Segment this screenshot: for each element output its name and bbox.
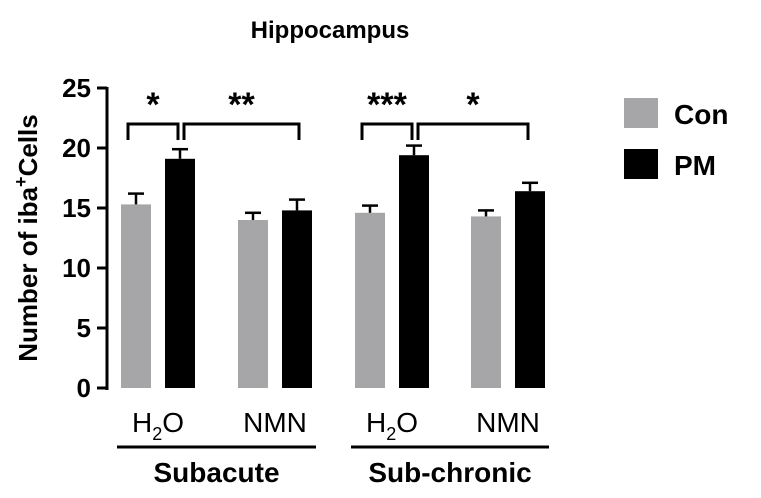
bars	[121, 155, 545, 388]
bar-con	[238, 220, 268, 388]
category-subscript: 2	[386, 424, 396, 444]
legend-swatch-pm	[624, 149, 658, 179]
legend-swatch-con	[624, 98, 658, 128]
category-text: H	[132, 407, 152, 438]
x-category-label: NMN	[243, 407, 307, 438]
y-tick-label: 0	[77, 373, 91, 403]
bar-con	[355, 212, 385, 388]
sig-subacute-h2o-nmn-bracket	[182, 122, 301, 140]
sig-subacute-con-pm-label: *	[146, 86, 160, 124]
category-text: H	[366, 407, 386, 438]
sig-subacute-h2o-nmn-label: **	[228, 86, 255, 124]
legend-label-pm: PM	[674, 150, 716, 181]
y-tick-label: 10	[62, 253, 91, 283]
category-text: O	[396, 407, 418, 438]
x-category-label: NMN	[476, 407, 540, 438]
sig-subchronic-h2o-nmn-label: *	[466, 86, 480, 124]
sig-subchronic-con-pm-label: ***	[367, 86, 407, 124]
y-tick-label: 25	[62, 73, 91, 103]
bar-pm	[282, 210, 312, 388]
y-axis-label: Number of iba+Cells	[11, 114, 43, 361]
category-text: O	[162, 407, 184, 438]
y-axis-label-suffix: Cells	[13, 114, 43, 176]
significance-brackets: * ** *** *	[126, 86, 530, 140]
y-tick-label: 5	[77, 313, 91, 343]
x-category-label: H2O	[132, 407, 184, 444]
x-category-label: H2O	[366, 407, 418, 444]
legend-label-con: Con	[674, 99, 728, 130]
y-tick-label: 15	[62, 193, 91, 223]
chart-title: Hippocampus	[251, 17, 410, 44]
sig-subchronic-con-pm-bracket	[360, 122, 414, 140]
error-bars	[128, 144, 538, 220]
category-subscript: 2	[152, 424, 162, 444]
group-label: Sub-chronic	[368, 457, 531, 488]
bar-con	[121, 204, 151, 388]
y-axis: 0 5 10 15 20 25	[62, 73, 109, 403]
y-axis-label-main: Number of iba	[13, 186, 43, 361]
sig-subchronic-h2o-nmn-bracket	[416, 122, 530, 140]
bar-pm	[515, 191, 545, 388]
y-axis-label-superscript: +	[11, 176, 31, 187]
legend: Con PM	[624, 98, 728, 181]
group-label: Subacute	[153, 457, 279, 488]
bar-pm	[165, 158, 195, 388]
y-tick-label: 20	[62, 133, 91, 163]
bar-pm	[399, 155, 429, 388]
bar-con	[471, 216, 501, 388]
sig-subacute-con-pm-bracket	[126, 122, 180, 140]
